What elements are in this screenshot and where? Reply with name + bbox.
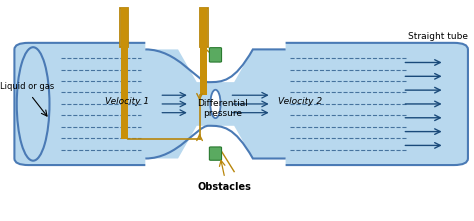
Polygon shape: [146, 126, 286, 180]
Text: Velocity 1: Velocity 1: [105, 97, 149, 106]
Text: Differential
pressure: Differential pressure: [197, 99, 247, 118]
Bar: [201, 8, 207, 95]
Bar: [121, 8, 128, 139]
Text: Obstacles: Obstacles: [198, 182, 252, 192]
Polygon shape: [146, 28, 286, 82]
Text: Liquid or gas: Liquid or gas: [0, 82, 55, 91]
FancyBboxPatch shape: [14, 43, 468, 165]
Ellipse shape: [210, 90, 220, 118]
FancyBboxPatch shape: [210, 48, 221, 62]
Ellipse shape: [17, 47, 49, 161]
Bar: [120, 8, 128, 47]
Bar: [200, 8, 208, 47]
FancyBboxPatch shape: [210, 147, 221, 160]
Text: Velocity 2: Velocity 2: [278, 97, 322, 106]
Text: Straight tube: Straight tube: [408, 32, 468, 41]
